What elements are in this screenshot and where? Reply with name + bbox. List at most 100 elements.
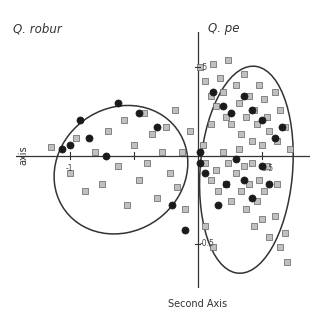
Point — [249, 139, 254, 144]
Point — [249, 196, 254, 201]
Point — [180, 149, 185, 155]
Point — [259, 142, 264, 148]
Point — [234, 156, 239, 162]
Point — [188, 128, 193, 133]
Point — [254, 199, 259, 204]
Point — [241, 164, 246, 169]
Text: Q. robur: Q. robur — [13, 22, 61, 36]
Point — [213, 104, 218, 109]
Point — [275, 139, 280, 144]
Point — [259, 217, 264, 222]
Point — [144, 160, 149, 165]
Point — [234, 83, 239, 88]
Point — [172, 107, 177, 112]
Point — [259, 164, 264, 169]
Point — [203, 160, 208, 165]
Point — [252, 224, 257, 229]
Point — [221, 90, 226, 95]
Text: Q. pe: Q. pe — [208, 22, 239, 36]
Point — [131, 142, 136, 148]
Point — [198, 149, 203, 155]
Point — [257, 83, 262, 88]
Point — [249, 160, 254, 165]
Point — [280, 125, 285, 130]
Point — [226, 58, 231, 63]
Point — [67, 142, 72, 148]
Point — [116, 100, 121, 105]
Point — [163, 125, 168, 130]
Point — [211, 90, 216, 95]
Point — [234, 171, 239, 176]
Point — [154, 196, 159, 201]
Point — [208, 93, 213, 98]
Point — [211, 245, 216, 250]
Point — [244, 206, 249, 211]
Point — [198, 65, 203, 70]
Point — [198, 160, 203, 165]
Point — [141, 111, 147, 116]
Text: .5: .5 — [200, 63, 207, 72]
Point — [264, 164, 269, 169]
Point — [83, 188, 88, 194]
Point — [93, 149, 98, 155]
Point — [149, 132, 154, 137]
Point — [182, 227, 188, 232]
Point — [287, 146, 292, 151]
Point — [136, 111, 141, 116]
Point — [277, 107, 282, 112]
Point — [223, 181, 228, 186]
Point — [116, 164, 121, 169]
Point — [241, 72, 246, 77]
Point — [74, 135, 79, 140]
Point — [200, 142, 205, 148]
Point — [208, 121, 213, 126]
Point — [241, 93, 246, 98]
Point — [121, 118, 126, 123]
Point — [48, 144, 53, 149]
Point — [77, 118, 83, 123]
Point — [167, 171, 172, 176]
Point — [159, 149, 164, 155]
Point — [125, 203, 130, 208]
Point — [264, 114, 269, 119]
Point — [244, 114, 249, 119]
Point — [223, 114, 228, 119]
Point — [208, 178, 213, 183]
Point — [60, 146, 65, 151]
Point — [267, 128, 272, 133]
Point — [216, 188, 221, 194]
Point — [272, 135, 277, 140]
Point — [282, 231, 287, 236]
Text: 0.5: 0.5 — [262, 164, 274, 172]
Point — [211, 61, 216, 66]
Point — [223, 181, 228, 186]
Point — [239, 132, 244, 137]
Point — [262, 97, 267, 102]
Point — [226, 160, 231, 165]
Point — [236, 146, 241, 151]
Point — [246, 181, 252, 186]
Point — [106, 128, 111, 133]
Point — [282, 125, 287, 130]
Text: axis: axis — [19, 146, 29, 165]
Point — [254, 121, 259, 126]
Point — [221, 149, 226, 155]
Text: -1: -1 — [66, 164, 74, 172]
Point — [99, 181, 104, 186]
Point — [216, 203, 221, 208]
Point — [236, 100, 241, 105]
Point — [249, 107, 254, 112]
Point — [267, 181, 272, 186]
Point — [259, 118, 264, 123]
Point — [257, 178, 262, 183]
Point — [277, 245, 282, 250]
Text: -0.5: -0.5 — [200, 239, 215, 248]
Point — [272, 213, 277, 218]
Point — [246, 93, 252, 98]
Point — [221, 104, 226, 109]
Point — [228, 199, 234, 204]
Point — [252, 107, 257, 112]
Point — [217, 75, 222, 80]
Point — [228, 121, 234, 126]
Point — [175, 185, 180, 190]
